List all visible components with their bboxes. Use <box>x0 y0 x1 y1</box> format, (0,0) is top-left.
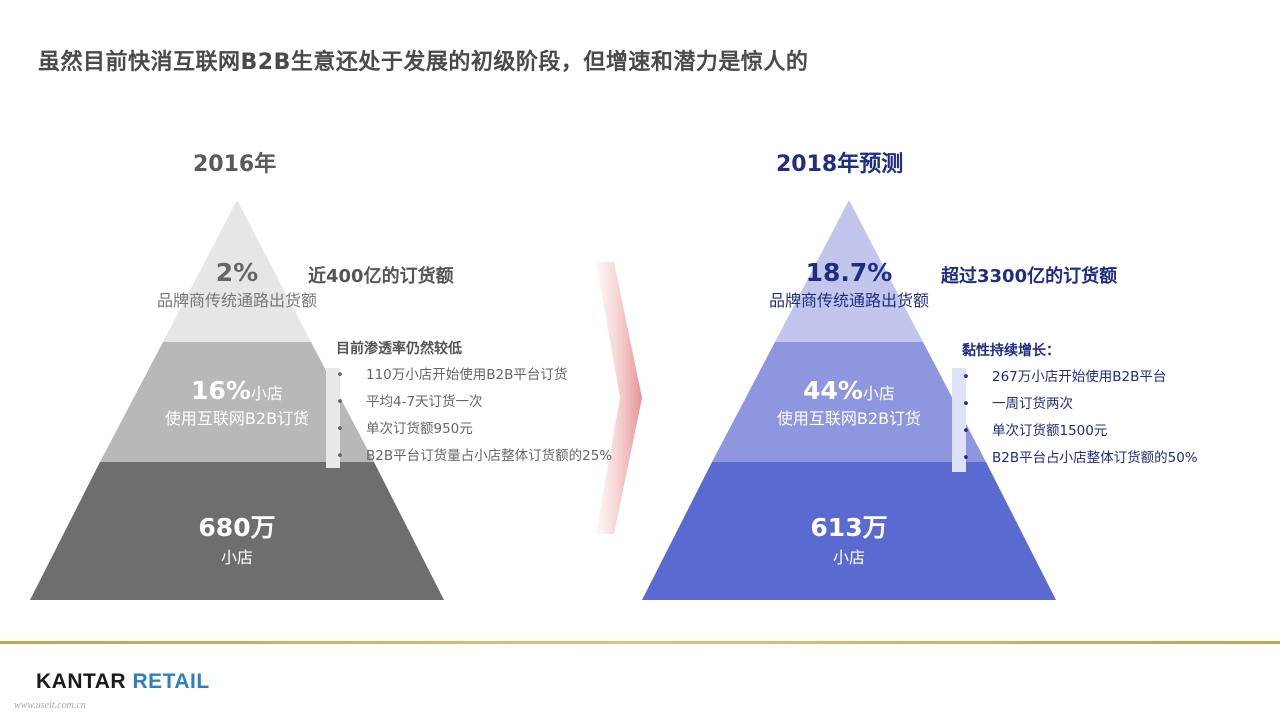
list-item: B2B平台占小店整体订货额的50% <box>962 445 1198 472</box>
brand-logo-part1: KANTAR <box>36 670 127 693</box>
left-top-desc: 品牌商传统通路出货额 <box>156 291 317 310</box>
left-base-value: 680万 <box>198 513 276 542</box>
left-bullet-list: 110万小店开始使用B2B平台订货 平均4-7天订货一次 单次订货额950元 B… <box>336 362 612 470</box>
right-pyramid-heading: 2018年预测 <box>776 152 904 177</box>
left-bullet-box: 目前渗透率仍然较低 110万小店开始使用B2B平台订货 平均4-7天订货一次 单… <box>336 338 612 470</box>
left-mid-desc: 使用互联网B2B订货 <box>164 409 310 428</box>
right-top-label: 18.7% 品牌商传统通路出货额 <box>749 258 949 311</box>
right-callout-heading: 超过3300亿的订货额 <box>941 266 1118 287</box>
left-mid-unit: 小店 <box>250 384 283 403</box>
list-item: 单次订货额950元 <box>336 416 612 443</box>
left-top-label: 2% 品牌商传统通路出货额 <box>137 258 337 311</box>
slide-title: 虽然目前快消互联网B2B生意还处于发展的初级阶段，但增速和潜力是惊人的 <box>38 50 809 75</box>
left-pyramid-heading: 2016年 <box>193 152 277 177</box>
left-base-unit: 小店 <box>220 548 253 567</box>
right-base-label: 613万 小店 <box>749 508 949 568</box>
brand-logo: KANTAR RETAIL <box>36 670 210 694</box>
list-item: 110万小店开始使用B2B平台订货 <box>336 362 612 389</box>
transition-arrow-icon <box>596 262 642 534</box>
right-mid-unit: 小店 <box>862 384 895 403</box>
right-pyramid-base <box>642 462 1056 600</box>
watermark: www.useit.com.cn <box>14 700 86 711</box>
left-top-percent: 2% <box>215 258 259 287</box>
right-top-desc: 品牌商传统通路出货额 <box>768 291 929 310</box>
left-bullet-title: 目前渗透率仍然较低 <box>336 341 462 357</box>
right-base-unit: 小店 <box>832 548 865 567</box>
list-item: 单次订货额1500元 <box>962 418 1198 445</box>
right-pyramid-top <box>775 200 923 342</box>
left-mid-label: 16%小店 使用互联网B2B订货 <box>137 376 337 429</box>
right-top-percent: 18.7% <box>805 258 893 287</box>
left-callout-heading: 近400亿的订货额 <box>308 266 454 287</box>
left-mid-percent: 16% <box>191 376 251 405</box>
left-pyramid-base <box>30 462 444 600</box>
left-pyramid-top <box>163 200 311 342</box>
list-item: 一周订货两次 <box>962 391 1198 418</box>
footer-divider <box>0 641 1280 644</box>
brand-logo-part2: RETAIL <box>132 670 210 693</box>
list-item: 平均4-7天订货一次 <box>336 389 612 416</box>
right-pyramid-middle <box>712 342 986 462</box>
left-pyramid-middle <box>100 342 374 462</box>
right-bullet-list: 267万小店开始使用B2B平台 一周订货两次 单次订货额1500元 B2B平台占… <box>962 364 1198 472</box>
left-base-label: 680万 小店 <box>137 508 337 568</box>
list-item: 267万小店开始使用B2B平台 <box>962 364 1198 391</box>
right-mid-percent: 44% <box>803 376 863 405</box>
list-item: B2B平台订货量占小店整体订货额的25% <box>336 443 612 470</box>
right-mid-label: 44%小店 使用互联网B2B订货 <box>749 376 949 429</box>
right-mid-desc: 使用互联网B2B订货 <box>776 409 922 428</box>
right-bullet-box: 黏性持续增长： 267万小店开始使用B2B平台 一周订货两次 单次订货额1500… <box>962 340 1198 472</box>
right-bullet-title: 黏性持续增长： <box>962 343 1060 359</box>
right-base-value: 613万 <box>810 513 888 542</box>
